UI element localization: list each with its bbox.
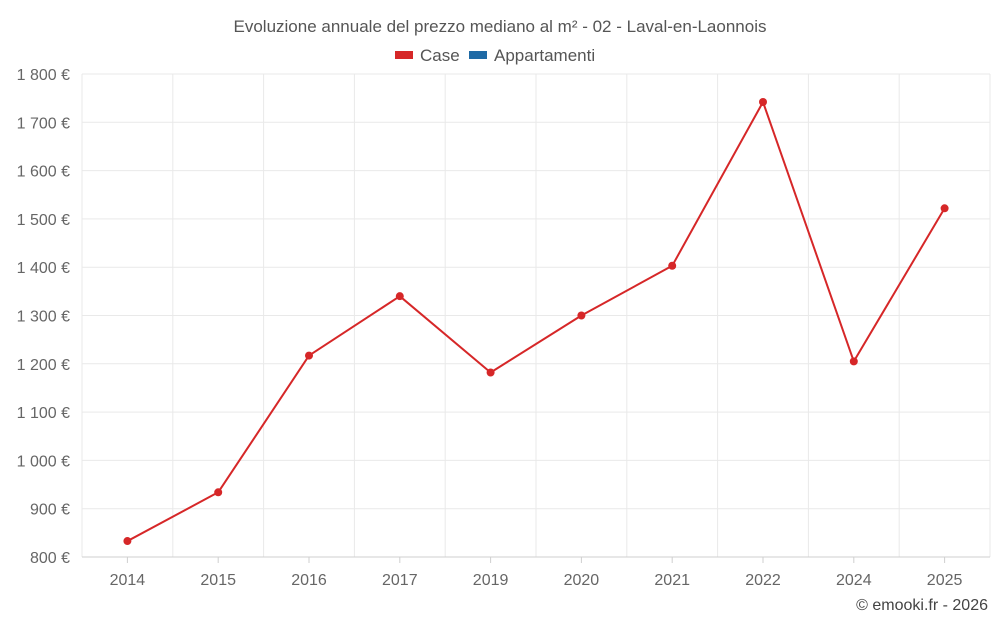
y-tick-label: 1 300 € <box>17 309 70 326</box>
y-tick-label: 900 € <box>30 502 70 519</box>
axes <box>82 556 990 563</box>
data-point-case-2020[interactable] <box>577 311 586 320</box>
x-tick-label: 2025 <box>927 572 963 589</box>
data-point-case-2017[interactable] <box>395 292 404 301</box>
legend-item-case[interactable]: Case <box>395 46 460 65</box>
y-tick-label: 1 400 € <box>17 260 70 277</box>
legend: Case Appartamenti <box>395 46 595 65</box>
data-point-case-2022[interactable] <box>759 98 767 107</box>
y-tick-label: 1 600 € <box>17 164 70 181</box>
grid <box>81 73 991 557</box>
x-tick-label: 2019 <box>473 572 509 589</box>
y-tick-label: 1 000 € <box>17 453 70 470</box>
y-tick-label: 1 200 € <box>17 357 70 374</box>
legend-label-appartamenti: Appartamenti <box>494 46 595 65</box>
legend-swatch-appartamenti <box>469 51 487 59</box>
y-tick-label: 800 € <box>30 550 70 567</box>
x-tick-label: 2022 <box>745 572 781 589</box>
x-tick-label: 2015 <box>200 572 236 589</box>
y-tick-label: 1 800 € <box>17 67 70 84</box>
x-tick-label: 2021 <box>654 572 690 589</box>
y-tick-label: 1 700 € <box>17 115 70 132</box>
legend-label-case: Case <box>420 46 460 65</box>
x-tick-label: 2014 <box>110 572 146 589</box>
data-point-case-2025[interactable] <box>940 204 949 213</box>
data-point-case-2021[interactable] <box>668 261 677 270</box>
series <box>123 98 949 546</box>
data-point-case-2014[interactable] <box>123 537 132 546</box>
x-tick-label: 2016 <box>291 572 327 589</box>
data-point-case-2024[interactable] <box>849 357 858 366</box>
data-point-case-2019[interactable] <box>486 368 495 377</box>
data-point-case-2015[interactable] <box>214 488 223 497</box>
x-tick-label: 2024 <box>836 572 872 589</box>
y-tick-label: 1 100 € <box>17 405 70 422</box>
chart-title: Evoluzione annuale del prezzo mediano al… <box>234 17 767 36</box>
legend-item-appartamenti[interactable]: Appartamenti <box>469 46 595 65</box>
data-point-case-2016[interactable] <box>305 351 313 360</box>
credit-text: © emooki.fr - 2026 <box>856 597 988 614</box>
y-axis-ticks: 800 € 900 € 1 000 € 1 100 € 1 200 € 1 300 € 1 … <box>17 67 70 567</box>
x-tick-label: 2020 <box>564 572 600 589</box>
series-line-case <box>126 101 946 542</box>
y-tick-label: 1 500 € <box>17 212 70 229</box>
x-axis-ticks: 2014 2015 2016 2017 2019 2020 2021 2022 2024 2025 <box>110 572 963 589</box>
legend-swatch-case <box>395 51 413 59</box>
x-tick-label: 2017 <box>382 572 418 589</box>
